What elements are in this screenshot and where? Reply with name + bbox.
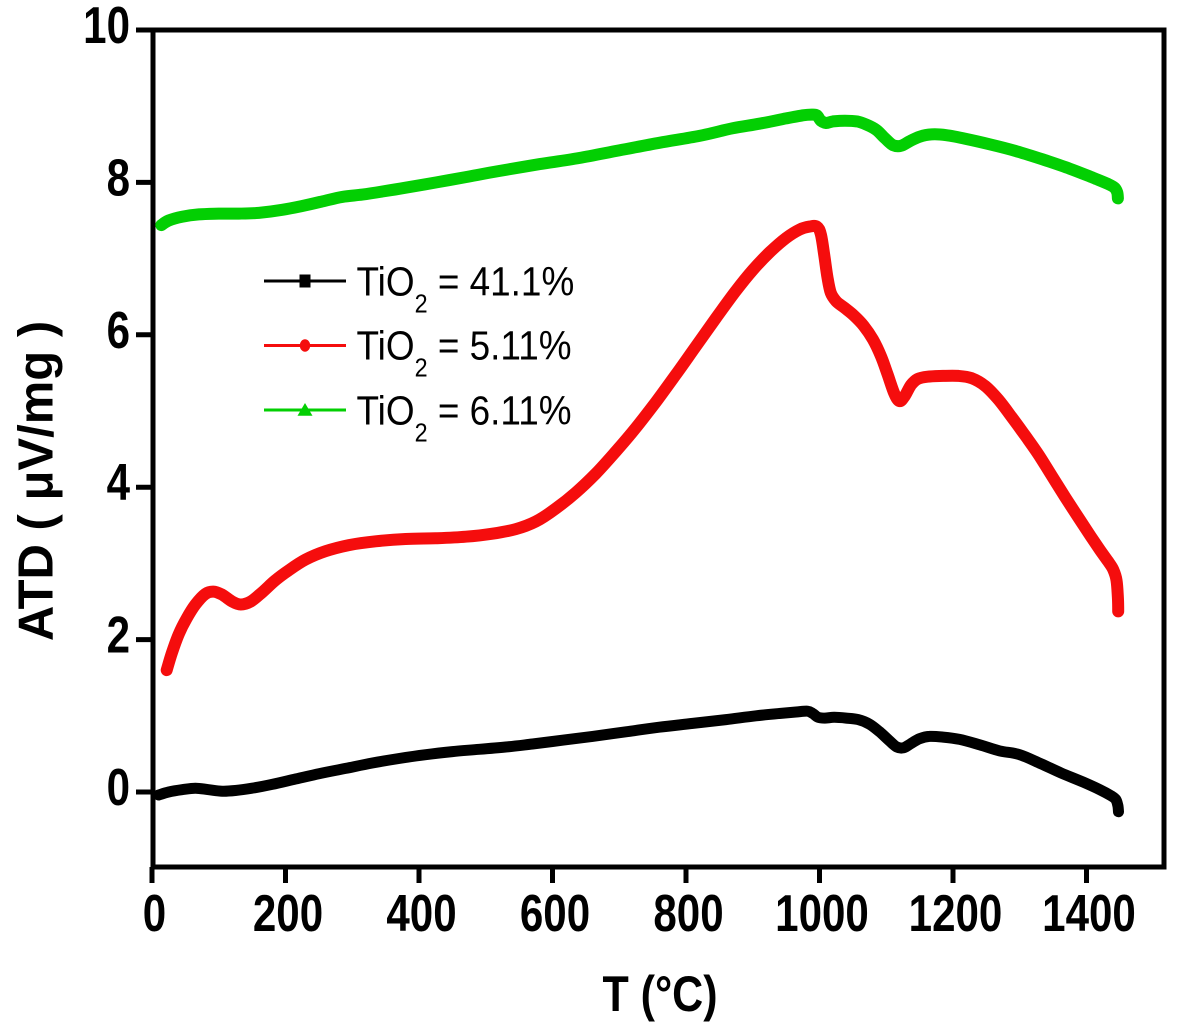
svg-text:4: 4 [107, 454, 131, 512]
svg-text:10: 10 [83, 0, 130, 55]
svg-text:1200: 1200 [909, 885, 1003, 943]
svg-text:0: 0 [107, 759, 130, 817]
svg-text:1000: 1000 [775, 885, 869, 943]
svg-text:200: 200 [253, 885, 323, 943]
svg-text:400: 400 [386, 885, 456, 943]
svg-text:1400: 1400 [1042, 885, 1136, 943]
svg-text:0: 0 [143, 885, 166, 943]
svg-text:6: 6 [107, 302, 130, 360]
svg-text:2: 2 [107, 606, 130, 664]
svg-text:600: 600 [520, 885, 590, 943]
svg-text:800: 800 [653, 885, 723, 943]
svg-text:ATD ( μV/mg ): ATD ( μV/mg ) [10, 321, 64, 641]
svg-text:T (°C): T (°C) [602, 966, 717, 1022]
svg-text:8: 8 [107, 149, 130, 207]
